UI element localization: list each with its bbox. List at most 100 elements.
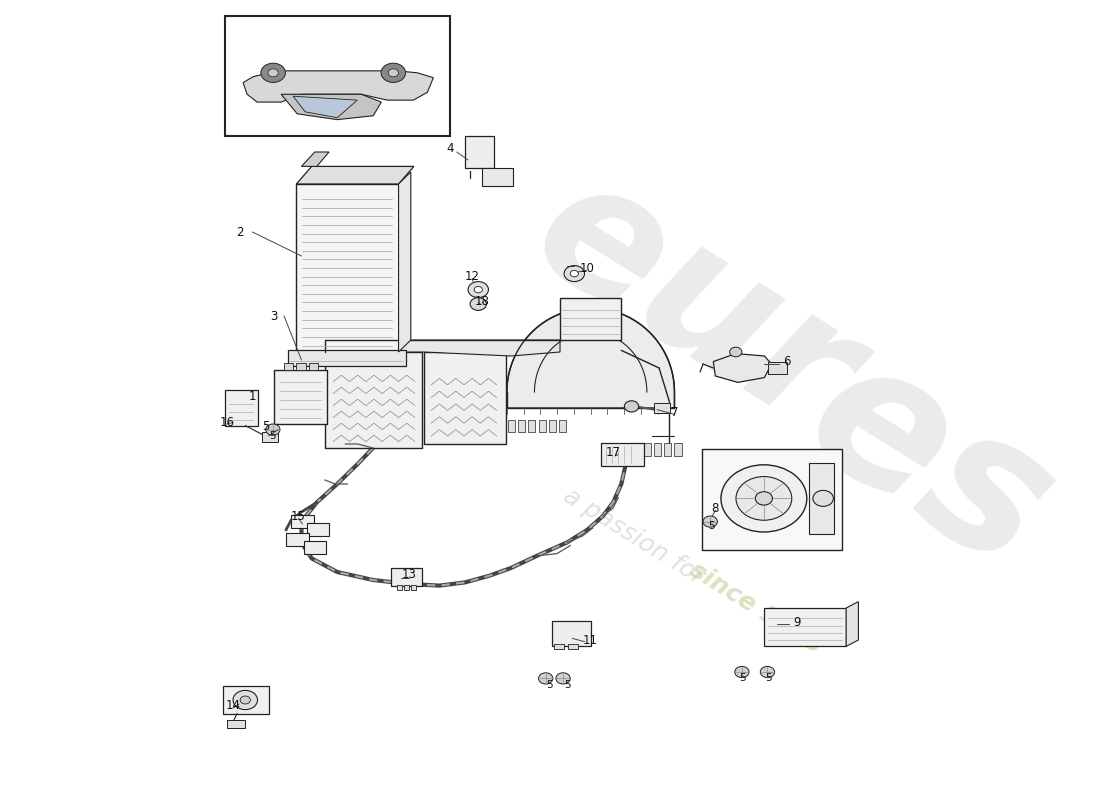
Text: 7: 7 [671, 406, 679, 418]
Text: 9: 9 [793, 616, 801, 629]
Bar [601, 443, 643, 466]
Text: 4: 4 [446, 142, 453, 154]
Circle shape [720, 465, 806, 532]
Bar [465, 136, 494, 168]
Bar [569, 644, 579, 649]
Circle shape [564, 266, 584, 282]
Polygon shape [507, 308, 674, 408]
Text: 5: 5 [262, 420, 270, 433]
Bar [654, 403, 670, 413]
Bar [396, 585, 402, 590]
Circle shape [813, 490, 834, 506]
Text: 8: 8 [712, 502, 719, 514]
Bar [274, 370, 327, 424]
Bar [702, 449, 843, 550]
Bar [404, 585, 409, 590]
Polygon shape [398, 172, 410, 352]
Circle shape [729, 347, 741, 357]
Bar [559, 420, 566, 432]
Text: 5: 5 [547, 680, 553, 690]
Polygon shape [296, 166, 414, 184]
Polygon shape [301, 152, 329, 166]
Bar [634, 443, 640, 456]
Bar [808, 463, 835, 534]
Circle shape [474, 286, 482, 293]
Bar [654, 443, 661, 456]
Bar [292, 515, 313, 528]
Text: 18: 18 [475, 295, 490, 308]
Text: 14: 14 [226, 699, 241, 712]
Bar [286, 533, 309, 546]
Circle shape [268, 69, 278, 77]
Circle shape [539, 673, 553, 684]
Text: since 1985: since 1985 [685, 558, 827, 658]
Bar [552, 621, 591, 646]
Bar [764, 608, 846, 646]
Circle shape [735, 666, 749, 678]
Circle shape [266, 424, 280, 435]
Bar [560, 298, 621, 340]
Text: eur: eur [504, 139, 886, 469]
Bar [284, 363, 294, 370]
Text: 6: 6 [783, 355, 791, 368]
Polygon shape [846, 602, 858, 646]
Circle shape [756, 492, 772, 505]
Text: 13: 13 [402, 568, 416, 581]
Text: 11: 11 [583, 634, 598, 646]
Circle shape [570, 270, 579, 277]
Bar [307, 523, 329, 536]
Bar [223, 686, 268, 714]
Bar [528, 420, 536, 432]
Text: 17: 17 [606, 446, 620, 458]
Circle shape [240, 696, 251, 704]
Text: 5: 5 [270, 431, 276, 441]
Circle shape [470, 298, 486, 310]
Bar [613, 443, 620, 456]
Text: 5: 5 [708, 522, 715, 531]
Text: a passion for: a passion for [559, 483, 708, 589]
Bar [624, 443, 630, 456]
Text: 16: 16 [219, 416, 234, 429]
Circle shape [625, 401, 639, 412]
Text: 12: 12 [464, 270, 480, 282]
Circle shape [381, 63, 406, 82]
Bar [539, 420, 546, 432]
Polygon shape [324, 340, 560, 356]
Bar [508, 420, 515, 432]
Bar [224, 16, 450, 136]
Bar [296, 363, 306, 370]
Circle shape [760, 666, 774, 678]
Circle shape [388, 69, 398, 77]
Polygon shape [713, 354, 771, 382]
Bar [392, 568, 422, 586]
Bar [425, 352, 506, 444]
Circle shape [261, 63, 285, 82]
Circle shape [556, 673, 570, 684]
Bar [410, 585, 416, 590]
Bar [482, 168, 513, 186]
Circle shape [468, 282, 488, 298]
Text: 2: 2 [236, 226, 244, 238]
Text: 10: 10 [580, 262, 595, 274]
Bar [674, 443, 682, 456]
Circle shape [233, 690, 257, 710]
Bar [304, 541, 326, 554]
Text: 1: 1 [249, 390, 256, 402]
Bar [309, 363, 318, 370]
Polygon shape [243, 71, 433, 102]
Bar [769, 362, 786, 374]
Bar [554, 644, 564, 649]
Text: 5: 5 [766, 674, 772, 683]
Bar [644, 443, 651, 456]
Bar [296, 184, 398, 352]
Polygon shape [282, 94, 382, 120]
Bar [549, 420, 556, 432]
Circle shape [736, 477, 792, 520]
Bar [324, 352, 422, 448]
Bar [664, 443, 671, 456]
Text: 3: 3 [271, 310, 277, 322]
Bar [518, 420, 526, 432]
Bar [224, 390, 257, 426]
Bar [288, 350, 406, 366]
Bar [227, 720, 245, 728]
